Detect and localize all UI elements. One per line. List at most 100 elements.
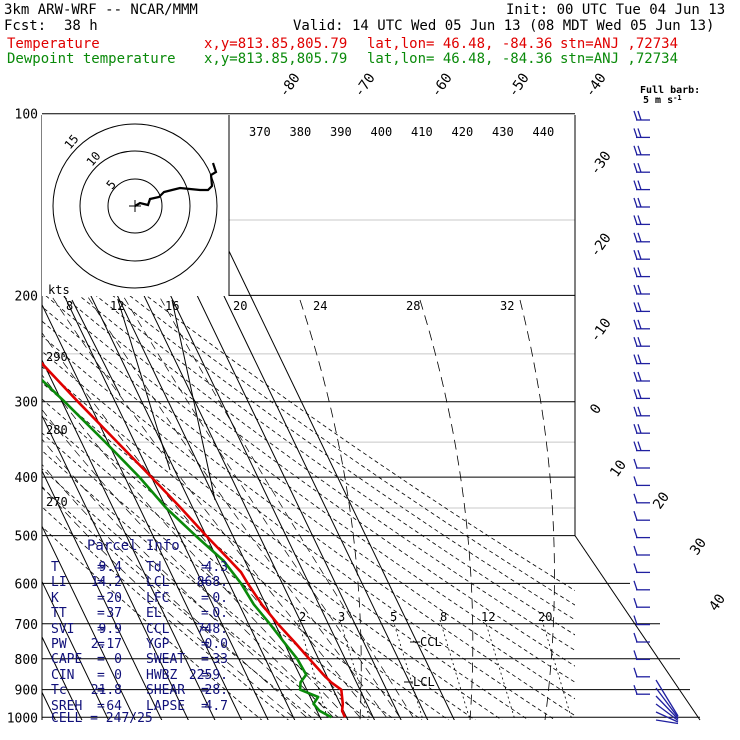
barb-legend-unit: 5 m s-1 (643, 94, 682, 106)
parcel-equals-5-1: = (201, 637, 209, 652)
hodograph-ring-2 (52, 123, 218, 289)
parcel-l1-1: LI (51, 575, 67, 591)
wind-barb-flag-15-0 (633, 371, 638, 382)
parcel-equals-2-0: = (97, 590, 105, 606)
parcel-v1-2: 20 (106, 590, 122, 606)
parcel-v1-7: 0 (114, 667, 122, 683)
speed-tick-6: 32 (500, 299, 514, 313)
parcel-v2-8: 28. (204, 683, 228, 699)
hodograph-ring-1 (79, 150, 191, 262)
isotherm-label-5: -30 (587, 148, 615, 178)
parcel-equals-0-1: = (201, 560, 209, 575)
wind-barb-flag-14-1 (637, 354, 642, 364)
wind-barb-flag-9-1 (637, 267, 642, 277)
wind-barb-flag-32-0 (633, 667, 638, 678)
parcel-v1-0: 9.4 (98, 560, 122, 575)
speed-line-2 (171, 299, 216, 501)
parcel-l2-6: SWEAT (146, 652, 186, 668)
dry-adiabat-250 (42, 526, 263, 720)
parcel-equals-9-0: = (97, 698, 105, 714)
speed-tick-5: 28 (406, 299, 420, 313)
isotherm-label-2: -60 (428, 70, 456, 100)
parcel-cell: CELL = 247/25 (51, 711, 153, 726)
moist-adiabat-15 (42, 332, 361, 718)
theta-label-2: 390 (330, 125, 352, 139)
wind-barb-flag-0-0 (633, 110, 638, 121)
isotherm-label-8: 0 (587, 401, 605, 417)
wind-barb-flag-8-0 (633, 249, 638, 260)
temperature-line (42, 361, 347, 718)
wind-barb-flag-10-1 (637, 284, 642, 295)
parcel-equals-9-1: = (201, 698, 209, 714)
parcel-l2-2: LFC (146, 590, 170, 606)
wind-barb-low-4 (655, 711, 679, 723)
wind-barb-low-5 (655, 719, 679, 725)
mixing-ratio-3 (339, 619, 371, 721)
parcel-v1-1: 14.2 (90, 575, 122, 591)
wind-barb-low-0 (655, 679, 679, 717)
pressure-label-500: 500 (15, 530, 38, 545)
wind-barb-flag-5-1 (637, 197, 642, 208)
mixing-ratio-label-2: 5 (390, 610, 397, 624)
parcel-l2-7: HWBZ (146, 667, 178, 683)
wind-barb-flag-16-0 (633, 389, 638, 399)
parcel-l2-9: LAPSE (146, 698, 186, 714)
wind-barb-flag-22-0 (633, 493, 638, 504)
parcel-equals-1-1: = (201, 575, 209, 591)
wind-barb-flag-1-1 (637, 128, 642, 138)
dry-adiabat-390 (42, 291, 575, 683)
isotherm--70 (42, 525, 136, 720)
speed-tick-1: 12 (110, 299, 124, 313)
theta-left-label-0: 290 (46, 350, 68, 364)
mixing-ratio-label-0: 2 (299, 610, 306, 624)
dry-adiabat-410 (42, 264, 575, 651)
parcel-v2-3: 0. (212, 606, 228, 622)
dry-adiabat-310 (42, 415, 423, 720)
parcel-l2-8: SHEAR (146, 683, 186, 699)
parcel-l2-3: EL (146, 606, 162, 622)
wind-barb-flag-33-0 (633, 684, 638, 695)
wind-barb-flag-28-0 (633, 597, 638, 608)
isotherm-group (42, 115, 575, 720)
wind-barb-low-3 (655, 703, 679, 722)
dewpoint-latlon: lat,lon= 46.48, -84.36 (367, 51, 553, 67)
wind-barb-flag-12-1 (637, 319, 642, 330)
temperature-station: stn=ANJ ,72734 (560, 36, 679, 52)
mixing-ratio-label-4: 12 (481, 610, 495, 624)
parcel-l1-5: PW (51, 637, 67, 652)
mixing-ratio-5 (392, 619, 424, 721)
dry-adiabat-330 (42, 382, 476, 720)
wind-barb-flag-7-0 (633, 232, 638, 243)
parcel-v1-9: 64 (106, 698, 122, 714)
ccl-label: CCL (420, 635, 442, 649)
wind-barb-flag-4-0 (633, 180, 638, 190)
isotherm-label-7: -10 (587, 315, 615, 345)
wind-barb-flag-14-0 (633, 354, 638, 364)
parcel-v2-6: 33 (212, 652, 228, 668)
wind-barb-flag-13-0 (633, 336, 638, 347)
parcel-equals-3-0: = (97, 606, 105, 622)
pressure-label-900: 900 (15, 684, 38, 699)
parcel-equals-2-1: = (201, 590, 209, 606)
moist-adiabat-5 (42, 409, 334, 718)
wind-barb-flag-24-0 (633, 528, 638, 538)
parcel-v2-5: 0.0 (204, 637, 228, 652)
speed-tick-2: 16 (165, 299, 179, 313)
wind-barb-flag-0-1 (637, 110, 642, 121)
wind-barb-flag-17-1 (637, 406, 642, 417)
moist-adiabat-20 (50, 295, 374, 718)
isotherm-label-12: 40 (706, 591, 729, 614)
parcel-v2-0: 4.3 (204, 560, 228, 575)
pressure-label-700: 700 (15, 618, 38, 633)
moist-adiabat-30 (122, 295, 401, 718)
speed-line-0 (71, 299, 121, 396)
wind-barb-flag-19-1 (637, 441, 642, 451)
mixing-ratio-label-3: 8 (440, 610, 447, 624)
parcel-equals-8-1: = (201, 683, 209, 699)
theta-label-4: 410 (411, 125, 433, 139)
barb-legend-title: Full barb: (640, 85, 700, 96)
temperature-legend: Temperature (7, 36, 100, 52)
parcel-l1-9: SREH (51, 698, 83, 714)
theta-label-3: 400 (371, 125, 393, 139)
